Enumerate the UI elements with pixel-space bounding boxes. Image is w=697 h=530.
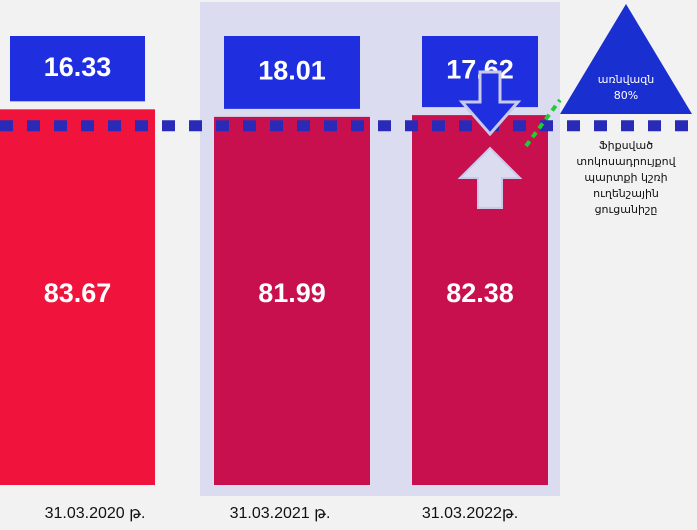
bar-segment [214, 116, 370, 485]
bar-segment [224, 36, 360, 109]
data-label: 81.99 [258, 278, 326, 308]
data-label: 82.38 [446, 278, 514, 308]
annotation: պարտքի կշռի [584, 171, 667, 184]
threshold-label: առնվազն [598, 73, 654, 86]
connector [524, 98, 562, 148]
data-label: 16.33 [44, 52, 112, 82]
data-label: 18.01 [258, 56, 326, 86]
annotation: ուղենշային [593, 187, 659, 200]
arrow-up [457, 146, 523, 209]
bars: 83.67 16.33 31.03.2020 թ. 81.99 18.01 31.03.2… [0, 36, 548, 522]
annotation: Ֆիքսված [599, 139, 653, 152]
x-tick-label: 31.03.2022թ. [422, 505, 518, 522]
data-label: 83.67 [44, 278, 112, 308]
x-tick-label: 31.03.2021 թ. [230, 505, 331, 522]
threshold-value: 80% [614, 89, 638, 102]
annotation: տոկոսադրույքով [576, 155, 676, 168]
x-tick-label: 31.03.2020 թ. [45, 505, 146, 522]
bar-segment [0, 109, 155, 485]
threshold-triangle [560, 4, 692, 114]
arrow-down [458, 70, 522, 137]
annotation: ցուցանիշը [595, 203, 658, 216]
bar-segment [10, 36, 145, 102]
